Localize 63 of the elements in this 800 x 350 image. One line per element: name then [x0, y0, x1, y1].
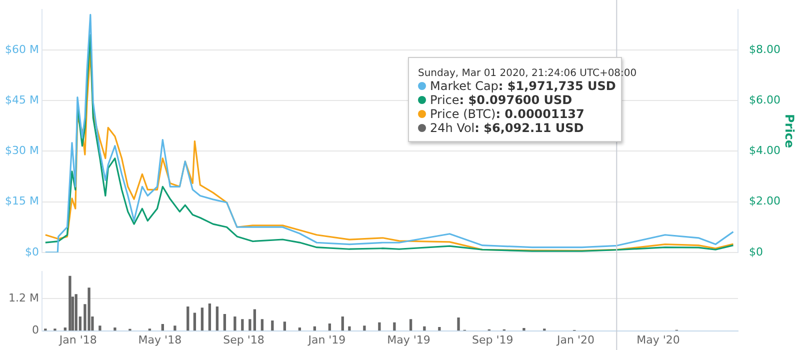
x-tick-label: May '20	[636, 333, 680, 346]
y-tick-label: 1.2 M	[8, 291, 39, 304]
bar	[216, 306, 219, 331]
annotation: : $6,092.11 USD	[474, 121, 584, 135]
x-tick-label: Sep '19	[472, 333, 514, 346]
bar	[88, 288, 90, 331]
bar	[114, 328, 116, 331]
bar	[253, 309, 256, 331]
bar	[68, 276, 72, 331]
bar	[186, 306, 190, 331]
bar	[260, 319, 264, 331]
bar	[271, 320, 274, 331]
bar	[341, 316, 344, 331]
annotation: : 0.00001137	[496, 107, 584, 121]
bar	[74, 294, 78, 331]
x-tick-label: Jan '20	[556, 333, 594, 346]
y2-tick-label: $2.00	[749, 194, 780, 208]
y-tick-label: $0	[25, 245, 39, 258]
annotation: Sunday, Mar 01 2020, 21:24:06 UTC+08:00	[418, 68, 637, 79]
bar	[208, 304, 212, 331]
bar	[200, 308, 204, 331]
y2-tick-label: $4.00	[749, 144, 780, 158]
legend-label: Price	[430, 93, 460, 107]
bar	[409, 319, 412, 331]
bar	[283, 322, 286, 331]
x-tick-label: Sep '18	[223, 333, 264, 346]
y-tick-label: $45 M	[5, 94, 39, 107]
y-tick-label: 0	[32, 324, 39, 337]
y-tick-label: $15 M	[5, 194, 39, 208]
x-tick-label: May '19	[387, 333, 430, 346]
bar	[174, 326, 176, 331]
bar	[193, 312, 196, 331]
bar	[378, 322, 381, 331]
legend-label: Price (BTC)	[430, 107, 496, 121]
x-tick-label: May '18	[138, 333, 182, 346]
bar	[98, 326, 102, 331]
y-tick-label: $60 M	[5, 42, 39, 56]
bar	[223, 314, 226, 331]
y2-axis-title: Price	[782, 114, 797, 148]
x-tick-label: Jan '18	[58, 333, 97, 346]
bar	[457, 318, 460, 331]
bar	[234, 316, 236, 331]
y2-tick-label: $6.00	[749, 94, 780, 107]
bar	[161, 324, 164, 331]
bar	[248, 319, 252, 331]
bar	[393, 322, 396, 331]
bar	[328, 323, 331, 331]
y2-tick-label: $8.00	[749, 42, 780, 56]
x-tick-label: Jan '19	[307, 333, 346, 346]
bar	[298, 328, 302, 331]
bar	[363, 326, 366, 331]
legend-label: Market Cap	[430, 79, 498, 93]
bar	[438, 326, 441, 331]
bar	[423, 326, 426, 331]
bar	[64, 328, 67, 331]
bar	[348, 326, 351, 331]
bar	[522, 328, 526, 331]
annotation: : $0.097600 USD	[459, 93, 572, 107]
y2-tick-label: $0	[749, 245, 763, 258]
legend-label: 24h Vol	[430, 121, 475, 135]
annotation: : $1,971,735 USD	[498, 79, 616, 93]
bar	[241, 319, 244, 331]
y-tick-label: $30 M	[5, 144, 39, 158]
